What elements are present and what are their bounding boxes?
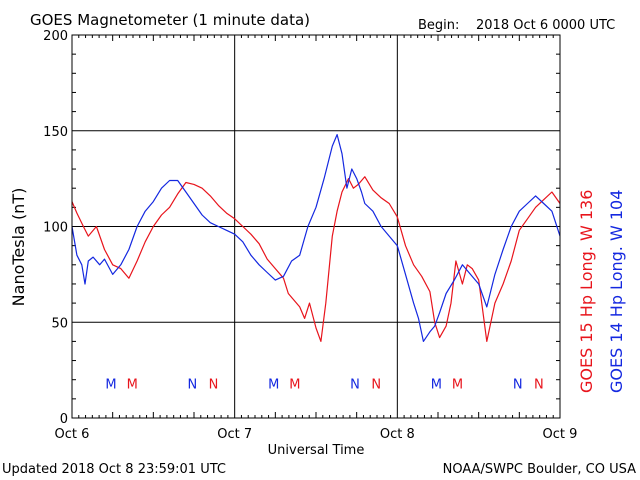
annotation-label: M <box>289 378 300 393</box>
annotation-label: N <box>513 378 523 393</box>
annotation-label: M <box>431 378 442 393</box>
annotation-label: N <box>188 378 198 393</box>
annotation-label: N <box>534 378 544 393</box>
begin-value: 2018 Oct 6 0000 UTC <box>476 18 615 33</box>
y-tick-label: 50 <box>51 316 68 331</box>
annotation-label: N <box>371 378 381 393</box>
x-tick-label: Oct 7 <box>217 427 252 442</box>
y-tick-label: 100 <box>43 221 68 236</box>
y-tick-label: 0 <box>60 412 68 427</box>
begin-label: Begin: <box>418 18 459 33</box>
x-tick-label: Oct 8 <box>380 427 415 442</box>
annotation-label: N <box>209 378 219 393</box>
series-line-goes14 <box>71 134 561 342</box>
y-tick-label: 150 <box>43 125 68 140</box>
y-axis-label: NanoTesla (nT) <box>9 188 28 307</box>
annotation-label: M <box>105 378 116 393</box>
x-axis-label: Universal Time <box>268 443 365 458</box>
annotation-label: M <box>268 378 279 393</box>
x-tick-label: Oct 9 <box>543 427 578 442</box>
annotation-label: M <box>452 378 463 393</box>
chart-title: GOES Magnetometer (1 minute data) <box>30 11 310 29</box>
legend-goes14: GOES 14 Hp Long. W 104 <box>607 190 626 393</box>
annotation-label: M <box>127 378 138 393</box>
plot-frame <box>71 34 561 419</box>
y-tick-label: 200 <box>43 29 68 44</box>
series-line-goes15 <box>71 176 561 342</box>
annotation-label: N <box>350 378 360 393</box>
credit-text: NOAA/SWPC Boulder, CO USA <box>443 462 636 477</box>
legend-goes15: GOES 15 Hp Long. W 136 <box>577 190 596 393</box>
updated-timestamp: Updated 2018 Oct 8 23:59:01 UTC <box>2 462 226 477</box>
x-tick-label: Oct 6 <box>55 427 90 442</box>
